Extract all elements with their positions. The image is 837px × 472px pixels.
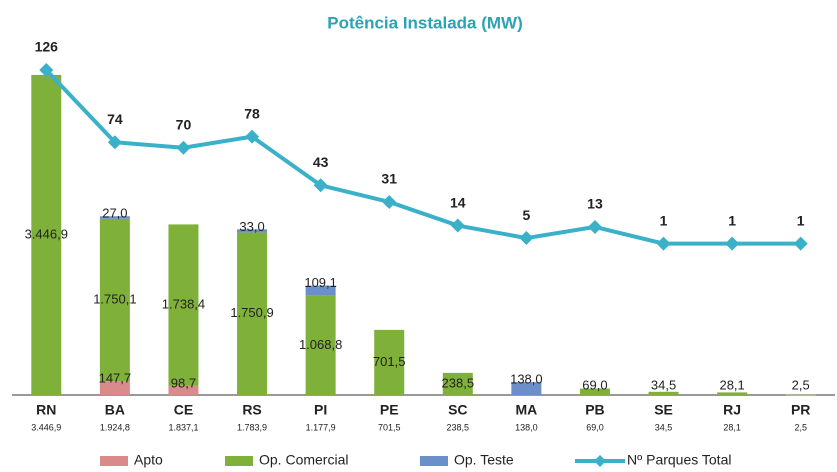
point-label: 43 <box>313 154 329 170</box>
total-label: 1.924,8 <box>100 422 130 432</box>
bar-segment <box>99 218 130 382</box>
bar-segment <box>168 385 199 395</box>
total-label: 3.446,9 <box>31 422 61 432</box>
bar-segment <box>168 224 199 386</box>
bar-segment <box>579 388 610 395</box>
data-label: 138,0 <box>510 372 543 387</box>
bar-segment <box>717 392 748 395</box>
legend-label: Op. Teste <box>454 452 514 468</box>
data-label: 109,1 <box>304 275 337 290</box>
legend-swatch <box>225 456 253 466</box>
line-marker <box>450 218 465 233</box>
total-label: 2,5 <box>794 422 807 432</box>
total-label: 138,0 <box>515 422 538 432</box>
data-label: 3.446,9 <box>25 226 68 241</box>
point-label: 31 <box>381 171 397 187</box>
total-label: 701,5 <box>378 422 401 432</box>
point-label: 70 <box>176 116 192 132</box>
data-label: 69,0 <box>582 377 607 392</box>
point-label: 126 <box>35 39 59 55</box>
legend-swatch <box>420 456 448 466</box>
legend-swatch <box>100 456 128 466</box>
x-tick-label: SC <box>448 402 467 418</box>
x-tick-label: PI <box>314 402 327 418</box>
bar-segment <box>31 74 62 395</box>
x-tick-label: BA <box>105 402 125 418</box>
bar-segment <box>237 229 268 233</box>
point-label: 5 <box>522 207 530 223</box>
data-label: 1.750,1 <box>93 291 136 306</box>
data-label: 701,5 <box>373 354 406 369</box>
point-label: 1 <box>728 212 736 228</box>
bar-segment <box>648 391 679 395</box>
x-tick-label: PE <box>380 402 399 418</box>
bar-segment <box>305 285 336 296</box>
total-label: 1.177,9 <box>306 422 336 432</box>
line-marker <box>176 140 191 155</box>
data-label: 33,0 <box>239 219 264 234</box>
point-label: 74 <box>107 111 123 127</box>
point-label: 14 <box>450 194 466 210</box>
bar-segment <box>511 382 542 395</box>
x-tick-label: RN <box>36 402 56 418</box>
data-label: 1.750,9 <box>230 305 273 320</box>
x-tick-label: PB <box>585 402 604 418</box>
data-label: 98,7 <box>171 375 196 390</box>
data-label: 34,5 <box>651 377 676 392</box>
bar-segment <box>374 329 405 395</box>
legend-label: Apto <box>134 452 163 468</box>
data-label: 27,0 <box>102 206 127 221</box>
legend-swatch <box>594 455 606 467</box>
legend-label: Op. Comercial <box>259 452 348 468</box>
x-tick-label: PR <box>791 402 810 418</box>
x-tick-label: MA <box>515 402 537 418</box>
line <box>44 68 801 246</box>
total-label: 1.837,1 <box>168 422 198 432</box>
bar-segment <box>237 232 268 395</box>
chart-title: Potência Instalada (MW) <box>327 13 523 32</box>
data-label: 1.068,8 <box>299 337 342 352</box>
line-marker <box>313 178 328 193</box>
line-marker <box>793 236 808 251</box>
point-label: 1 <box>797 212 805 228</box>
total-label: 1.783,9 <box>237 422 267 432</box>
total-label: 69,0 <box>586 422 604 432</box>
x-tick-label: CE <box>174 402 193 418</box>
x-tick-label: RS <box>242 402 261 418</box>
data-label: 147,7 <box>99 371 132 386</box>
line-marker <box>39 63 54 77</box>
line-marker <box>587 219 602 234</box>
bar-segment <box>99 216 130 219</box>
point-label: 1 <box>660 212 668 228</box>
x-tick-label: RJ <box>723 402 741 418</box>
legend-label: Nº Parques Total <box>627 452 731 468</box>
bar-segment <box>785 394 816 396</box>
point-label: 13 <box>587 196 603 212</box>
total-label: 238,5 <box>447 422 470 432</box>
data-label: 28,1 <box>719 377 744 392</box>
line-marker <box>656 236 671 251</box>
bar-segment <box>99 381 130 395</box>
total-label: 28,1 <box>723 422 741 432</box>
line-marker <box>107 135 122 150</box>
point-label: 78 <box>244 105 260 121</box>
data-label: 238,5 <box>442 375 475 390</box>
bar-segment <box>442 372 473 395</box>
total-label: 34,5 <box>655 422 673 432</box>
line-marker <box>519 231 534 246</box>
x-tick-label: SE <box>654 402 673 418</box>
bar-segment <box>305 295 336 395</box>
line-marker <box>245 129 260 144</box>
data-label: 1.738,4 <box>162 297 205 312</box>
data-label: 2,5 <box>792 377 810 392</box>
line-marker <box>382 194 397 209</box>
line-marker <box>725 236 740 251</box>
